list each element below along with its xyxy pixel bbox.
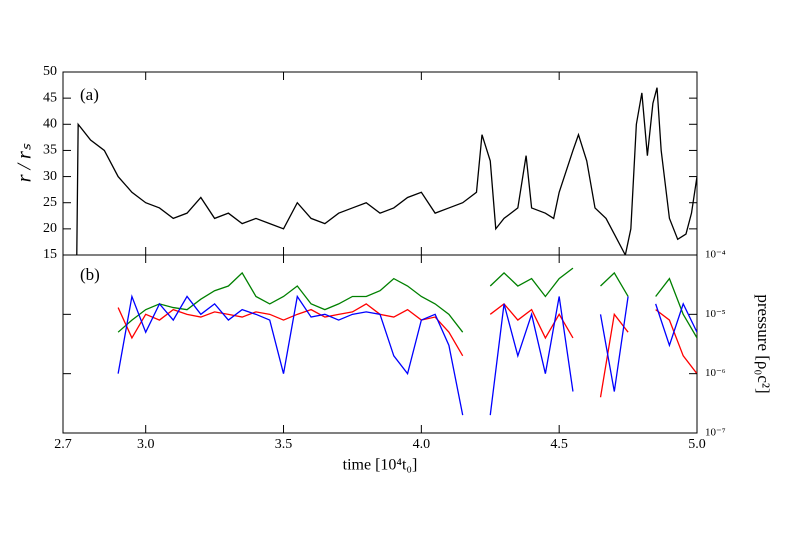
panel-a-lines (76, 87, 697, 255)
y-axis-label: r / rₛ (14, 143, 36, 182)
y-tick-label: 20 (43, 221, 57, 236)
data-line (117, 267, 697, 339)
x-tick-label: 5.0 (688, 437, 706, 452)
x-axis-label: time [10⁴t₀] (343, 457, 418, 474)
y-tick-label: 10⁻⁷ (705, 427, 726, 439)
data-line (117, 294, 697, 416)
panel-b-lines (117, 267, 697, 416)
x-tick-label: 3.5 (275, 437, 293, 452)
y-tick-label: 35 (43, 143, 57, 158)
y-tick-label: 50 (43, 64, 57, 79)
y2-axis-label: pressure [ρ₀c²] (754, 294, 773, 393)
x-tick-label: 2.7 (54, 437, 72, 452)
panel-label: (a) (80, 85, 99, 104)
y-tick-label: 10⁻⁵ (705, 308, 726, 320)
panel-label: (b) (80, 265, 100, 284)
y-tick-label: 40 (43, 117, 57, 132)
y-tick-label: 30 (43, 169, 57, 184)
plot-frame (62, 71, 698, 434)
x-tick-label: 4.0 (413, 437, 431, 452)
data-line (117, 303, 697, 398)
y-tick-label: 10⁻⁶ (705, 367, 726, 379)
x-tick-label: 4.5 (550, 437, 568, 452)
data-line (76, 87, 697, 255)
y-tick-label: 45 (43, 90, 57, 105)
y-tick-label: 25 (43, 195, 57, 210)
x-tick-label: 3.0 (137, 437, 155, 452)
y-tick-label: 15 (43, 247, 57, 262)
y-tick-label: 10⁻⁴ (705, 249, 726, 261)
